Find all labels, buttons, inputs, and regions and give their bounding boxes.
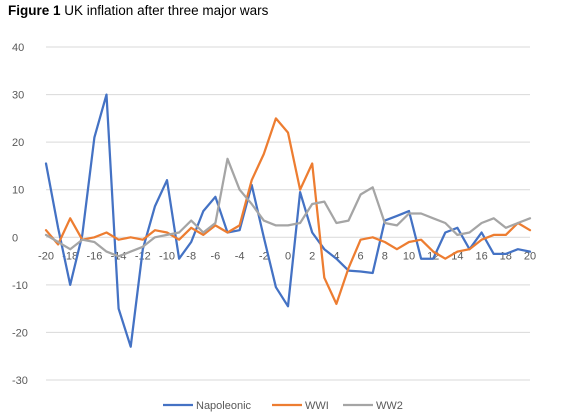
x-tick-label: 16 (475, 250, 487, 262)
x-tick-label: 2 (309, 250, 315, 262)
x-tick-label: -16 (86, 250, 102, 262)
y-tick-label: -30 (12, 375, 28, 387)
figure-label: Figure 1 (8, 3, 61, 18)
x-tick-label: -6 (211, 250, 221, 262)
x-tick-label: -8 (186, 250, 196, 262)
y-tick-label: 30 (12, 90, 24, 102)
x-tick-label: 20 (524, 250, 536, 262)
x-tick-label: 4 (333, 250, 339, 262)
y-tick-label: 40 (12, 42, 24, 54)
y-tick-label: 0 (12, 232, 18, 244)
series-line-wwi (44, 117, 532, 306)
x-tick-label: -10 (159, 250, 175, 262)
y-tick-label: -20 (12, 327, 28, 339)
x-tick-label: -2 (259, 250, 269, 262)
x-tick-label: 10 (403, 250, 415, 262)
x-tick-label: -18 (62, 250, 78, 262)
y-tick-label: -10 (12, 280, 28, 292)
x-tick-label: -20 (38, 250, 54, 262)
y-tick-label: 10 (12, 185, 24, 197)
x-tick-label: 8 (382, 250, 388, 262)
legend-label-wwi: WWI (305, 400, 329, 412)
x-tick-label: 6 (358, 250, 364, 262)
figure-title-text: UK inflation after three major wars (64, 3, 269, 18)
y-tick-label: 20 (12, 137, 24, 149)
x-tick-label: -4 (235, 250, 245, 262)
x-tick-label: 0 (285, 250, 291, 262)
figure-title: Figure 1 UK inflation after three major … (8, 3, 268, 18)
series-line-napoleonic (44, 93, 532, 348)
legend-label-napoleonic: Napoleonic (196, 400, 252, 412)
series-line-ww2 (44, 157, 532, 258)
legend-label-ww2: WW2 (376, 400, 403, 412)
